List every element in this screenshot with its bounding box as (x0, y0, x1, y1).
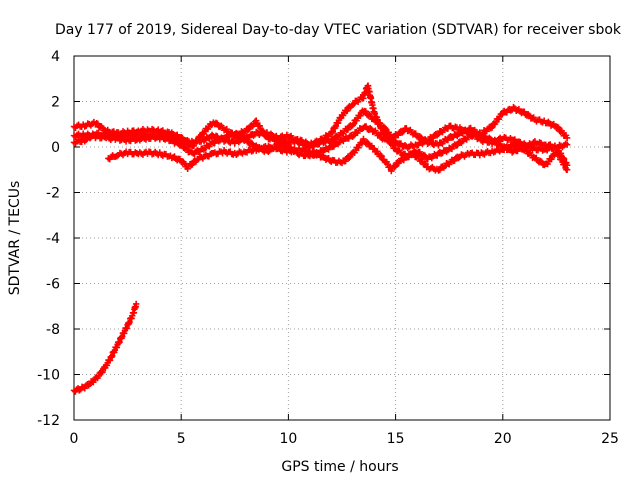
data-point-track-a (94, 120, 102, 127)
data-point-track-d (344, 126, 352, 133)
data-point-track-c (360, 135, 367, 143)
ticks: 0 5 10 15 20 25 -12 -10 -8 -6 -4 -2 0 2 4 (37, 49, 619, 447)
x-tick-label: 10 (279, 431, 297, 447)
data-point-track-c (378, 153, 385, 160)
data-point-track-c (377, 152, 384, 159)
data-point-track-c (365, 140, 372, 147)
x-tick-label: 15 (387, 431, 405, 447)
data-point-track-c (345, 154, 353, 162)
y-tick-label: -12 (37, 413, 60, 429)
data-point-track-c (410, 150, 418, 158)
data-point-early-descending-track (99, 368, 106, 376)
data-point-track-c (355, 144, 362, 151)
data-point-track-c (189, 161, 196, 168)
x-tick-label: 25 (601, 431, 619, 447)
data-point-track-c (374, 148, 381, 155)
y-tick-label: 0 (51, 140, 60, 156)
data-point-track-a (488, 124, 496, 131)
data-point-early-descending-track (95, 372, 102, 380)
x-axis-label: GPS time / hours (281, 459, 398, 475)
data-point-early-descending-track (132, 300, 140, 308)
x-tick-label: 20 (494, 431, 512, 447)
data-point-track-c (347, 153, 354, 160)
data-point-track-d (382, 125, 390, 133)
data-point-track-d (376, 120, 384, 127)
data-point-track-a (344, 107, 351, 114)
y-tick-label: -6 (46, 277, 60, 293)
data-point-track-c (392, 162, 399, 170)
data-point-track-a (256, 122, 264, 130)
data-point-track-d (357, 112, 364, 119)
x-tick-label: 0 (70, 431, 79, 447)
data-point-track-c (391, 164, 398, 171)
data-point-track-c (563, 166, 571, 173)
data-point-track-c (548, 155, 555, 163)
x-tick-label: 5 (177, 431, 186, 447)
data-point-track-d (362, 108, 370, 115)
data-point-track-c (363, 138, 371, 146)
data-point-track-b (350, 132, 358, 139)
data-point-track-c (409, 149, 416, 157)
y-tick-label: 2 (51, 95, 60, 111)
y-tick-label: -8 (46, 322, 60, 338)
y-tick-label: -10 (37, 368, 60, 384)
data-point-track-c (193, 156, 201, 164)
y-tick-label: -2 (46, 186, 60, 202)
data-point-track-a (555, 124, 562, 131)
data-marks (70, 82, 571, 395)
data-point-track-c (342, 157, 349, 165)
data-point-track-b (376, 131, 384, 139)
data-point-track-c (369, 144, 377, 152)
y-tick-label: 4 (51, 49, 60, 65)
data-point-track-a (245, 125, 253, 133)
data-point-track-c (388, 167, 395, 175)
chart-title: Day 177 of 2019, Sidereal Day-to-day VTE… (55, 22, 622, 38)
data-point-track-d (563, 141, 571, 148)
data-point-track-d (389, 134, 396, 141)
data-point-track-d (381, 124, 389, 132)
data-point-track-b (349, 133, 356, 140)
y-tick-label: -4 (46, 231, 60, 247)
data-point-track-a (563, 134, 571, 142)
y-axis-label: SDTVAR / TECUs (7, 181, 23, 296)
data-point-track-a (554, 123, 561, 131)
